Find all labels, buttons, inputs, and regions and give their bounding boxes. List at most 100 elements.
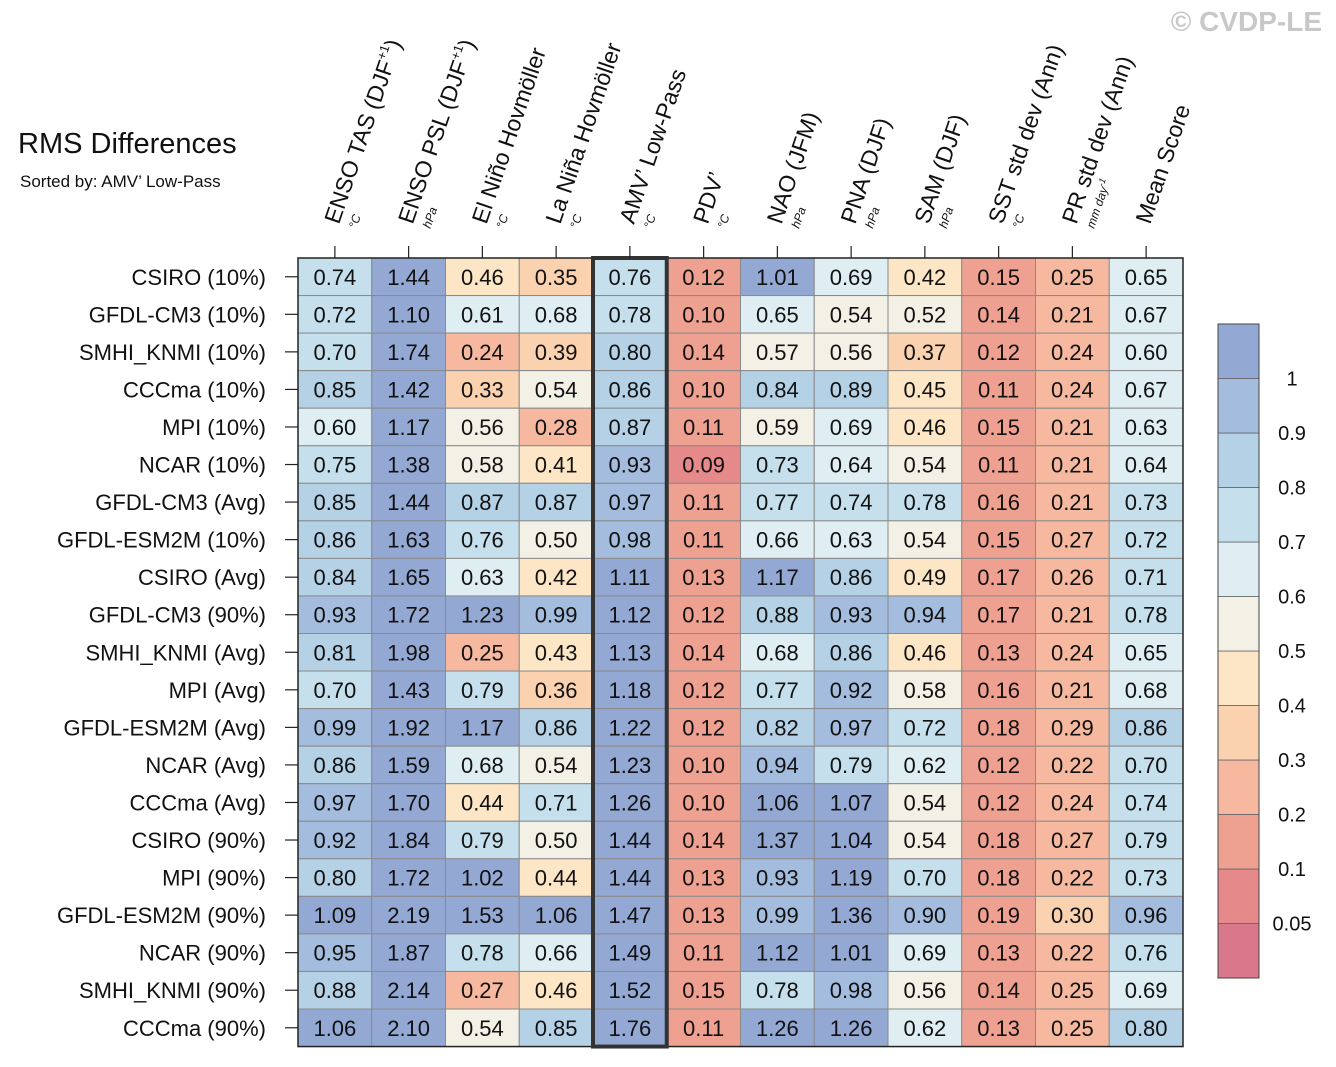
heatmap-cell <box>1035 407 1110 447</box>
row-label: MPI (90%) <box>162 866 266 891</box>
heatmap-cell <box>297 820 373 860</box>
heatmap-cell <box>666 557 741 597</box>
heatmap-cell <box>518 858 594 897</box>
cell-value-label: 0.62 <box>903 1016 946 1041</box>
cell-value-label: 0.68 <box>461 753 504 778</box>
heatmap-cell <box>371 1008 446 1048</box>
cell-value-label: 0.16 <box>977 490 1020 515</box>
cell-value-label: 0.90 <box>903 903 946 928</box>
cell-value-label: 0.33 <box>461 377 504 402</box>
heatmap-cell <box>1108 745 1184 785</box>
cell-value-label: 1.63 <box>387 528 430 553</box>
cell-value-label: 0.13 <box>682 565 725 590</box>
cell-value-label: 0.11 <box>683 528 724 553</box>
cell-value-label: 0.17 <box>977 565 1020 590</box>
cell-value-label: 1.04 <box>830 828 873 853</box>
cell-value-label: 0.87 <box>461 490 504 515</box>
heatmap-cell <box>1035 783 1110 822</box>
cell-value-label: 0.64 <box>1125 453 1168 478</box>
column-unit: hPa <box>936 205 956 230</box>
cell-value-label: 0.79 <box>1125 828 1168 853</box>
cell-value-label: 1.76 <box>608 1016 651 1041</box>
heatmap-cell <box>666 520 741 559</box>
cell-value-label: 1.53 <box>461 903 504 928</box>
cell-value-label: 0.15 <box>977 528 1020 553</box>
cell-value-label: 0.73 <box>756 453 799 478</box>
heatmap-cell <box>887 708 963 747</box>
cell-value-label: 0.92 <box>313 828 356 853</box>
heatmap-cell <box>961 895 1036 935</box>
column-label: PNA (DJF) <box>835 114 895 226</box>
heatmap-cell <box>297 895 373 935</box>
heatmap-cell <box>887 820 963 860</box>
row-label: CSIRO (10%) <box>132 265 266 290</box>
heatmap-cell <box>518 332 594 372</box>
heatmap-cell <box>1035 745 1110 785</box>
cell-value-label: 0.24 <box>1051 790 1094 815</box>
cell-value-label: 0.79 <box>461 678 504 703</box>
cell-value-label: 0.69 <box>1125 978 1168 1003</box>
heatmap-cell <box>666 858 741 897</box>
heatmap-cell <box>592 520 668 559</box>
cell-value-label: 0.76 <box>1125 941 1168 966</box>
cell-value-label: 0.77 <box>756 678 799 703</box>
cell-value-label: 0.10 <box>682 753 725 778</box>
cell-value-label: 1.22 <box>608 715 651 740</box>
cell-value-label: 1.13 <box>608 640 651 665</box>
colorbar-tick-label: 0.5 <box>1278 641 1306 663</box>
cell-value-label: 0.84 <box>756 377 799 402</box>
heatmap-cell <box>887 595 963 635</box>
cell-value-label: 2.14 <box>387 978 430 1003</box>
cell-value-label: 0.85 <box>313 490 356 515</box>
cell-value-label: 0.15 <box>977 415 1020 440</box>
colorbar-box <box>1217 487 1260 543</box>
cell-value-label: 0.93 <box>608 453 651 478</box>
heatmap-cell <box>297 670 373 710</box>
heatmap-cell <box>1035 858 1110 897</box>
cell-value-label: 0.11 <box>683 415 724 440</box>
cell-value-label: 1.37 <box>756 828 799 853</box>
heatmap-cell <box>740 370 815 409</box>
cell-value-label: 0.63 <box>461 565 504 590</box>
heatmap-cell <box>297 370 373 409</box>
cell-value-label: 0.86 <box>313 753 356 778</box>
colorbar-tick-label: 0.4 <box>1278 696 1306 718</box>
cell-value-label: 0.81 <box>313 640 356 665</box>
heatmap-cell <box>1035 482 1110 522</box>
heatmap-cell <box>297 708 373 747</box>
cell-value-label: 0.37 <box>903 340 946 365</box>
cell-value-label: 1.26 <box>830 1016 873 1041</box>
heatmap-cell <box>371 858 446 897</box>
cell-value-label: 0.56 <box>461 415 504 440</box>
heatmap-cell <box>592 670 668 710</box>
heatmap-cell <box>813 520 889 559</box>
cell-value-label: 0.10 <box>682 790 725 815</box>
cell-value-label: 0.80 <box>1125 1016 1168 1041</box>
column-unit: °C <box>641 212 659 230</box>
heatmap-cell <box>1108 933 1184 972</box>
cell-value-label: 1.44 <box>608 828 651 853</box>
cell-value-label: 0.11 <box>978 377 1019 402</box>
cell-value-label: 0.62 <box>903 753 946 778</box>
colorbar-tick-label: 0.2 <box>1278 805 1306 827</box>
cell-value-label: 0.27 <box>1051 528 1094 553</box>
column-label: ENSO PSL (DJF+1) <box>392 35 480 226</box>
cell-value-label: 0.26 <box>1051 565 1094 590</box>
cell-value-label: 0.70 <box>313 678 356 703</box>
heatmap-cell <box>887 332 963 372</box>
cell-value-label: 0.42 <box>903 265 946 290</box>
cell-value-label: 0.14 <box>977 978 1020 1003</box>
cell-value-label: 0.10 <box>682 377 725 402</box>
heatmap-cell <box>297 1008 373 1048</box>
cell-value-label: 1.06 <box>535 903 578 928</box>
heatmap-cell <box>371 708 446 747</box>
cell-value-label: 0.24 <box>1051 640 1094 665</box>
heatmap-cell <box>445 933 520 972</box>
heatmap-cell <box>445 332 520 372</box>
cell-value-label: 0.22 <box>1051 753 1094 778</box>
column-label: ENSO TAS (DJF+1) <box>318 35 406 226</box>
cell-value-label: 1.44 <box>608 866 651 891</box>
cell-value-label: 1.72 <box>387 603 430 628</box>
cell-value-label: 0.80 <box>313 866 356 891</box>
colorbar-box <box>1217 378 1260 434</box>
